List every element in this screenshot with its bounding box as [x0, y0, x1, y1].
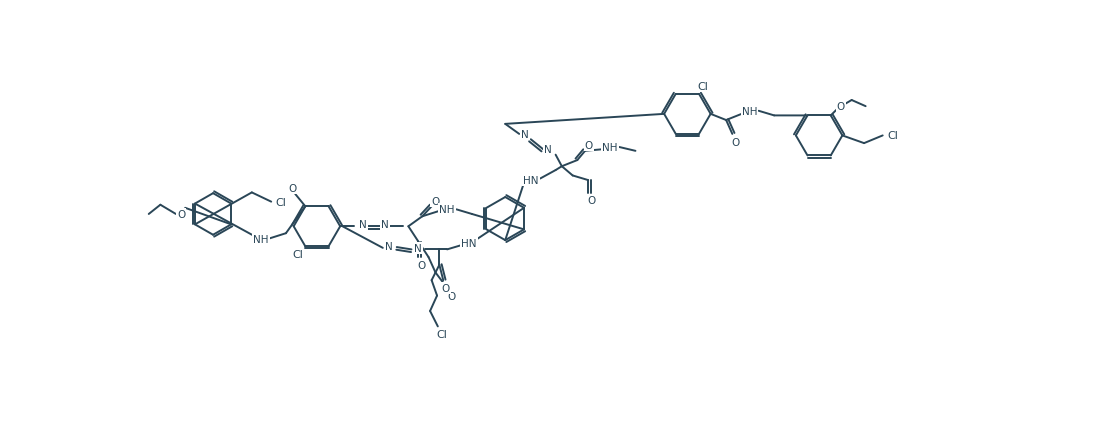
Text: NH: NH — [742, 107, 757, 117]
Text: Cl: Cl — [887, 131, 898, 141]
Text: N: N — [521, 129, 529, 140]
Text: O: O — [431, 197, 440, 206]
Text: O: O — [585, 140, 593, 150]
Text: O: O — [837, 102, 845, 112]
Text: Cl: Cl — [292, 249, 303, 259]
Text: O: O — [441, 283, 450, 293]
Text: O: O — [178, 209, 185, 219]
Text: NH: NH — [440, 204, 455, 214]
Text: Cl: Cl — [437, 329, 448, 339]
Text: HN: HN — [461, 239, 476, 249]
Text: Cl: Cl — [275, 197, 286, 207]
Text: Cl: Cl — [698, 82, 709, 92]
Text: N: N — [385, 242, 393, 252]
Text: O: O — [448, 291, 456, 301]
Text: N: N — [359, 219, 366, 230]
Text: N: N — [414, 243, 421, 253]
Text: NH: NH — [253, 234, 269, 244]
Text: N: N — [544, 145, 552, 155]
Text: O: O — [289, 183, 296, 194]
Text: HN: HN — [523, 176, 539, 186]
Text: O: O — [732, 137, 739, 147]
Text: NH: NH — [602, 143, 618, 153]
Text: N: N — [382, 219, 389, 230]
Text: O: O — [418, 260, 426, 270]
Text: O: O — [587, 196, 596, 206]
